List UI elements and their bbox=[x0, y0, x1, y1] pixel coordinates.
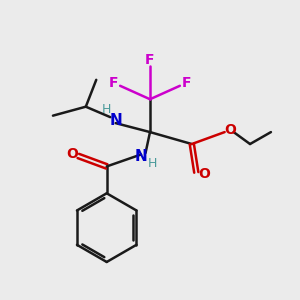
Text: O: O bbox=[66, 148, 78, 161]
Text: F: F bbox=[109, 76, 118, 90]
Text: N: N bbox=[135, 149, 147, 164]
Text: F: F bbox=[182, 76, 191, 90]
Text: O: O bbox=[198, 167, 210, 181]
Text: N: N bbox=[109, 112, 122, 128]
Text: O: O bbox=[224, 123, 236, 137]
Text: F: F bbox=[145, 53, 155, 68]
Text: H: H bbox=[148, 157, 157, 170]
Text: H: H bbox=[101, 103, 111, 116]
